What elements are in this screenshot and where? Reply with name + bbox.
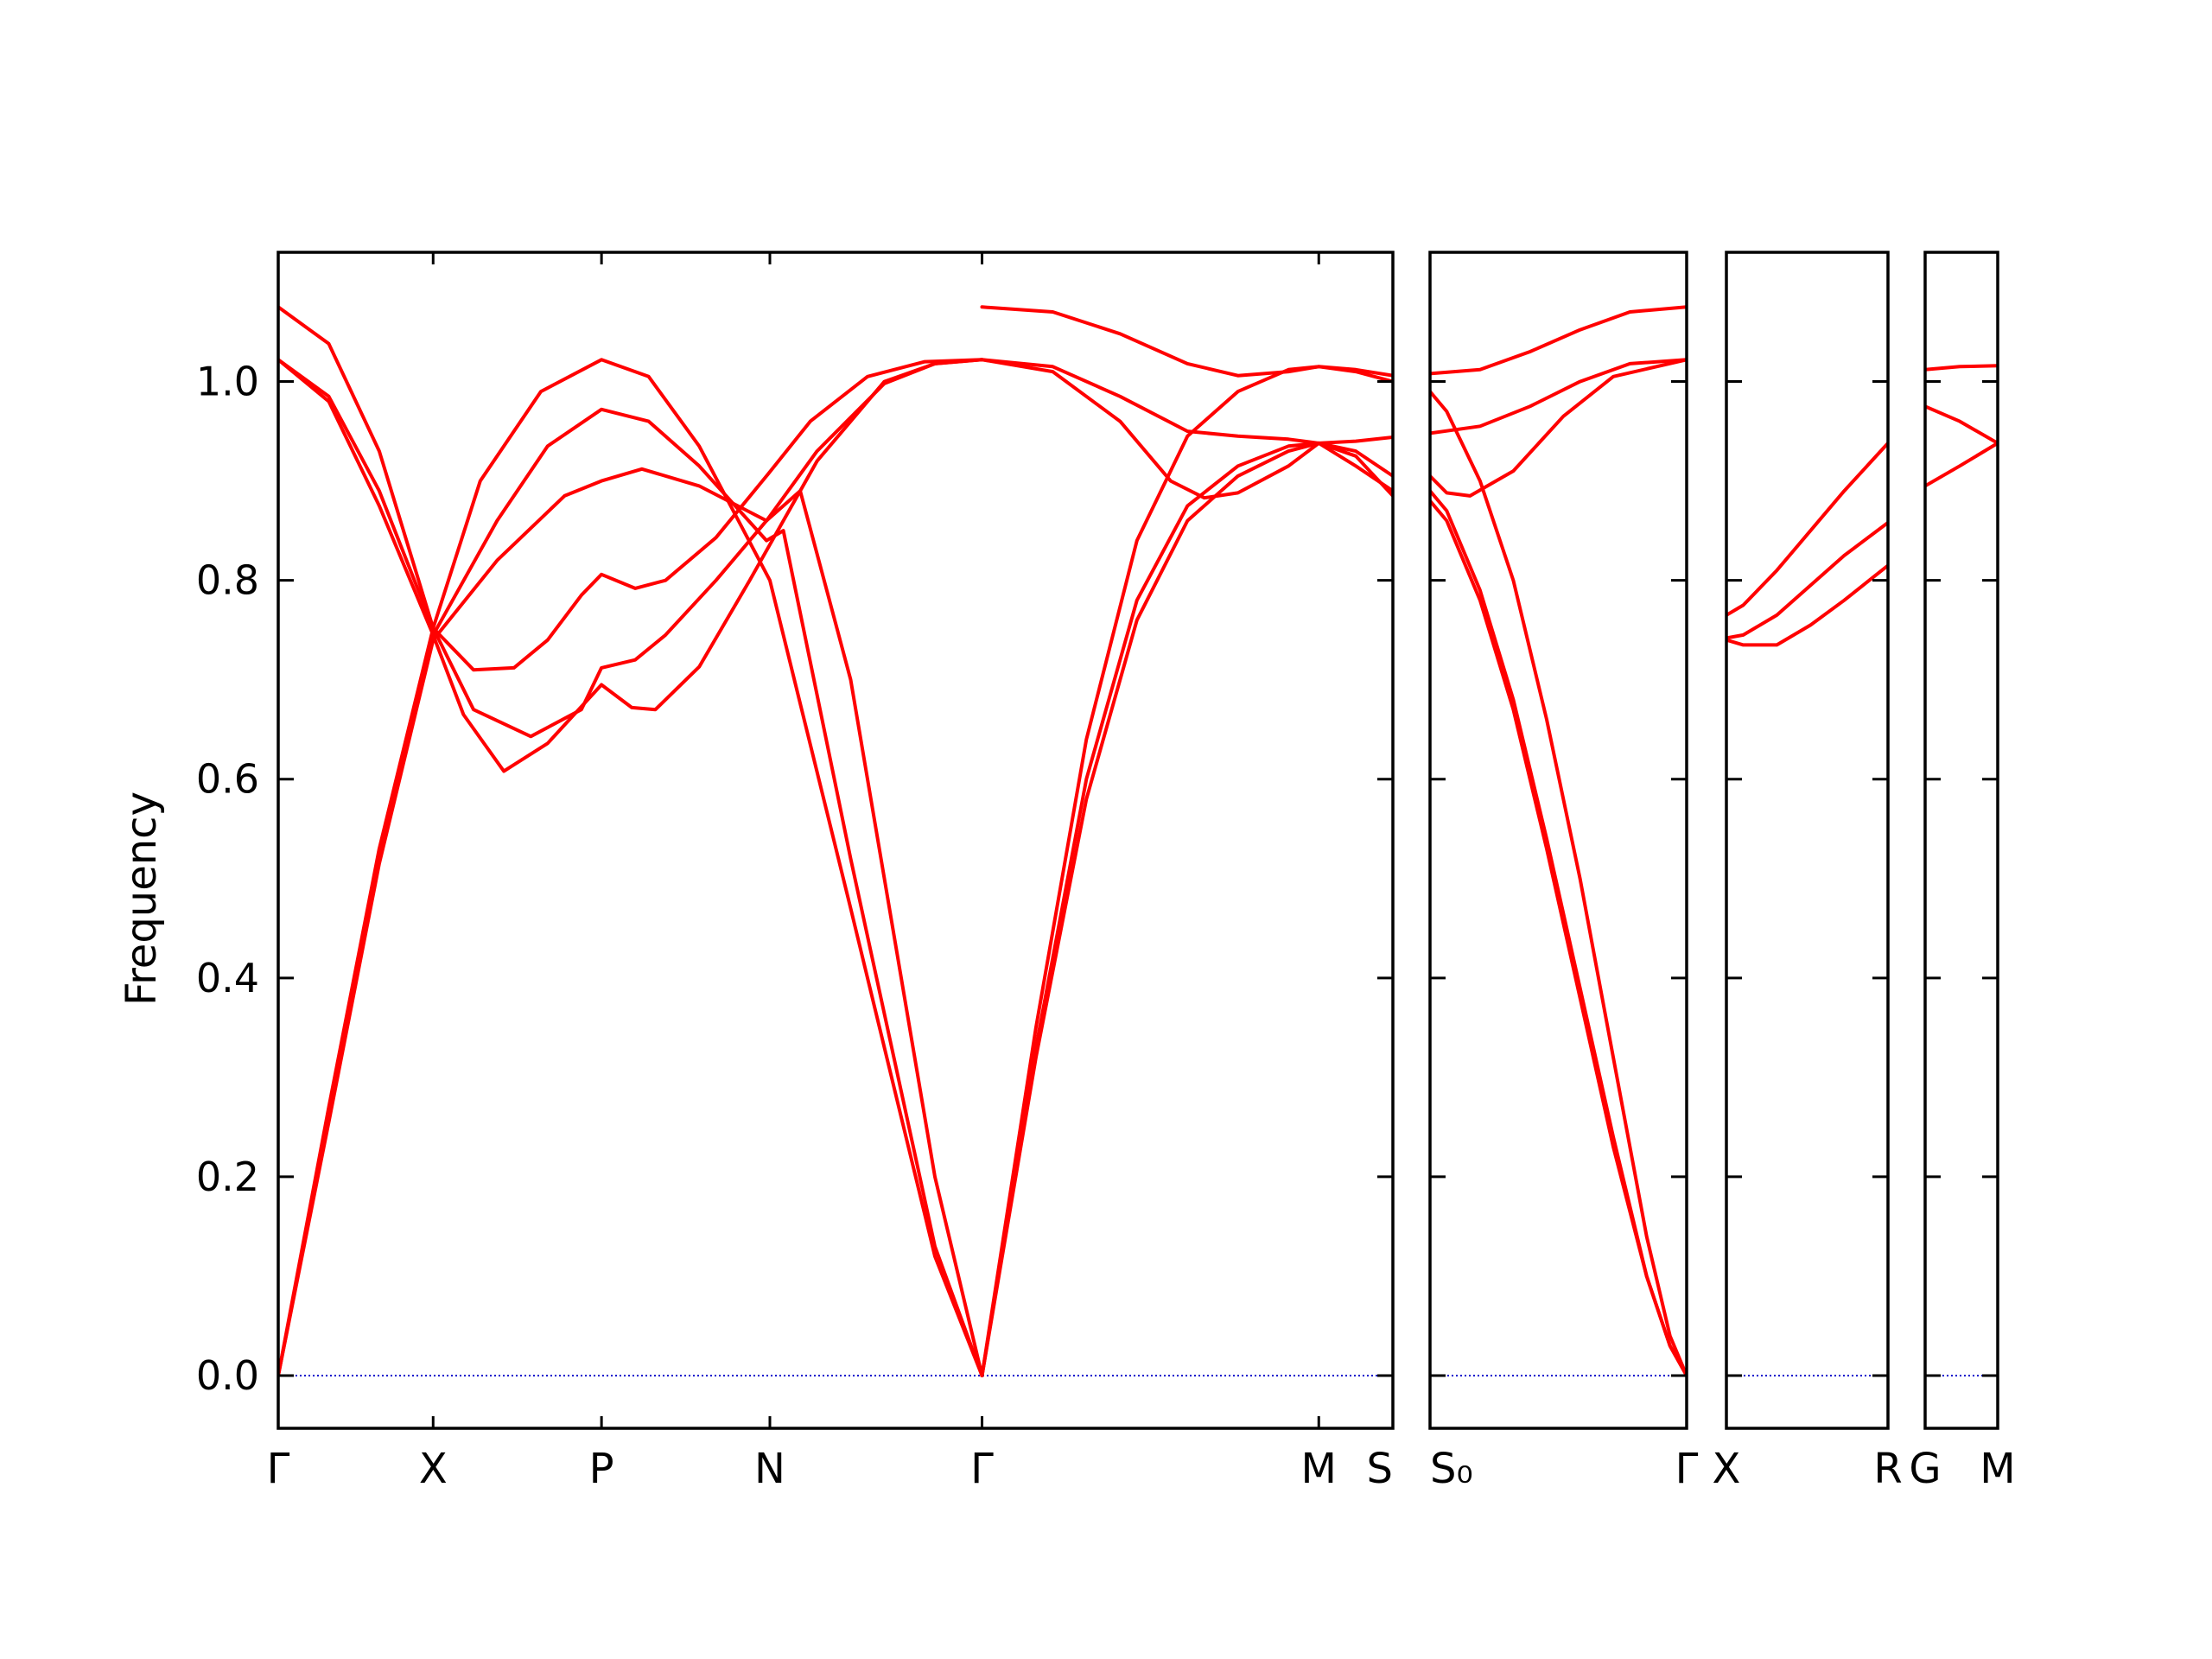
y-axis-label: Frequency: [118, 791, 166, 1006]
band-2-1: [1430, 305, 1687, 376]
x-tick-label: Γ: [970, 1445, 994, 1493]
y-tick-label: 0.6: [196, 756, 259, 803]
band-4-3: [1925, 441, 1998, 488]
band-1-10: [980, 365, 1393, 1377]
y-tick-label: 1.0: [196, 359, 259, 405]
x-tick-label: G: [1909, 1445, 1941, 1493]
band-1-4: [278, 358, 984, 672]
band-1-8: [980, 358, 1393, 445]
x-tick-label: P: [589, 1445, 614, 1493]
band-2-4: [1430, 390, 1687, 1377]
band-1-3: [278, 467, 984, 1377]
y-tick-label: 0.8: [196, 557, 259, 604]
x-tick-label: Γ: [1675, 1445, 1699, 1493]
band-3-3: [1726, 563, 1888, 647]
band-1-1: [278, 358, 984, 1377]
panel-frame: [1725, 251, 1890, 1430]
x-tick-label: S: [1367, 1445, 1393, 1493]
band-1-12: [980, 441, 1393, 1377]
band-4-2: [1925, 404, 1998, 445]
x-tick-label: Γ: [267, 1445, 290, 1493]
panel-1: 0.0 0.2 0.4 0.6 0.8 1.0 Γ X P N Γ M S: [196, 251, 1395, 1493]
band-1-6: [278, 358, 984, 773]
band-1-11: [980, 441, 1393, 1377]
y-tick-label: 0.4: [196, 955, 259, 1001]
y-tick-label: 0.0: [196, 1352, 259, 1399]
band-1-5: [278, 305, 984, 739]
band-3-2: [1726, 520, 1888, 640]
x-tick-label: R: [1873, 1445, 1902, 1493]
band-1-9: [980, 358, 1393, 500]
x-tick-label: X: [419, 1445, 448, 1493]
band-2-2: [1430, 358, 1687, 435]
panel-frame: [276, 251, 1395, 1430]
panel-frame: [1923, 251, 1999, 1430]
band-3-1: [1726, 441, 1888, 617]
x-tick-label: X: [1713, 1445, 1741, 1493]
panel-frame: [1428, 251, 1688, 1430]
y-tick-label: 0.2: [196, 1154, 259, 1200]
band-1-2: [278, 407, 984, 1377]
band-4-1: [1925, 364, 1998, 372]
panel-2: S₀ Γ: [1428, 251, 1699, 1493]
x-tick-label: S₀: [1430, 1445, 1473, 1493]
x-tick-label: N: [754, 1445, 785, 1493]
band-2-3: [1430, 358, 1687, 498]
x-tick-label: M: [1301, 1445, 1337, 1493]
band-2-6: [1430, 499, 1687, 1377]
x-tick-label: M: [1980, 1445, 2015, 1493]
